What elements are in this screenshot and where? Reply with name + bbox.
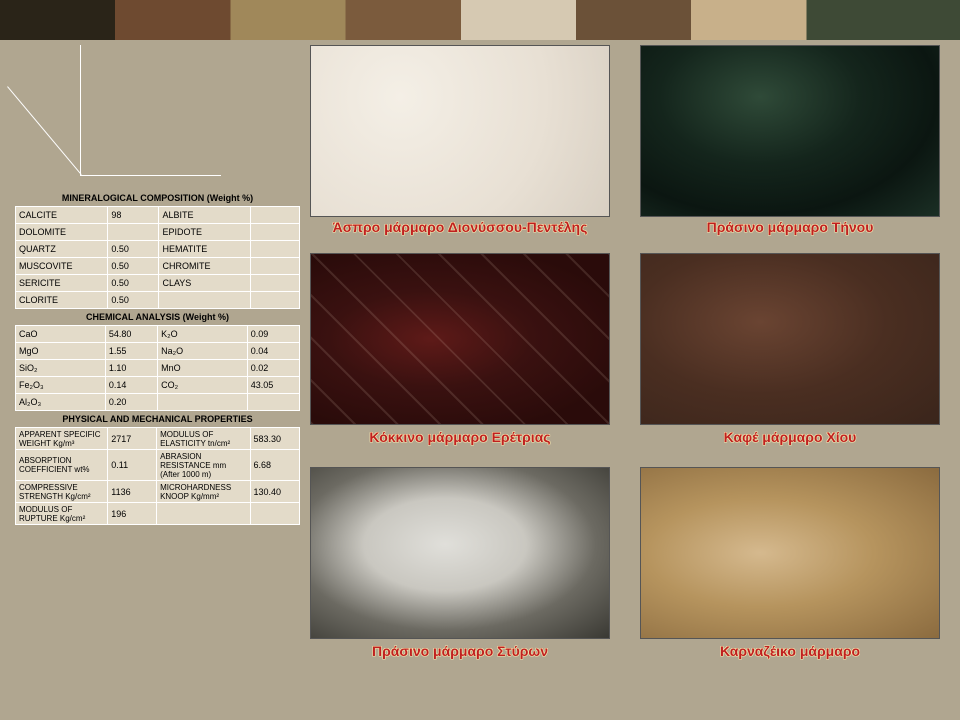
marble-greywhite — [310, 467, 610, 639]
marble-light — [640, 467, 940, 639]
decorative-strip — [0, 0, 960, 40]
table-physical: APPARENT SPECIFIC WEIGHT Kg/m³2717MODULU… — [15, 427, 300, 525]
heading-mineral: MINERALOGICAL COMPOSITION (Weight %) — [15, 190, 300, 206]
caption-white: Άσπρο μάρμαρο Διονύσσου-Πεντέλης — [310, 219, 610, 235]
caption-greywhite: Πράσινο μάρμαρο Στύρων — [310, 643, 610, 659]
callout-lines — [80, 45, 221, 176]
caption-brown: Καφέ μάρμαρο Χίου — [640, 429, 940, 445]
table-chemical: CaO54.80K₂O0.09 MgO1.55Na₂O0.04 SiO₂1.10… — [15, 325, 300, 411]
marble-green — [640, 45, 940, 217]
heading-physical: PHYSICAL AND MECHANICAL PROPERTIES — [15, 411, 300, 427]
marble-white — [310, 45, 610, 217]
data-tables: MINERALOGICAL COMPOSITION (Weight %) CAL… — [15, 190, 300, 525]
marble-grid: Άσπρο μάρμαρο Διονύσσου-Πεντέλης Πράσινο… — [310, 45, 950, 681]
heading-chemical: CHEMICAL ANALYSIS (Weight %) — [15, 309, 300, 325]
marble-red — [310, 253, 610, 425]
marble-brown — [640, 253, 940, 425]
caption-green: Πράσινο μάρμαρο Τήνου — [640, 219, 940, 235]
caption-light: Καρναζέικο μάρμαρο — [640, 643, 940, 659]
table-mineral: CALCITE98ALBITE DOLOMITEEPIDOTE QUARTZ0.… — [15, 206, 300, 309]
caption-red: Κόκκινο μάρμαρο Ερέτριας — [310, 429, 610, 445]
